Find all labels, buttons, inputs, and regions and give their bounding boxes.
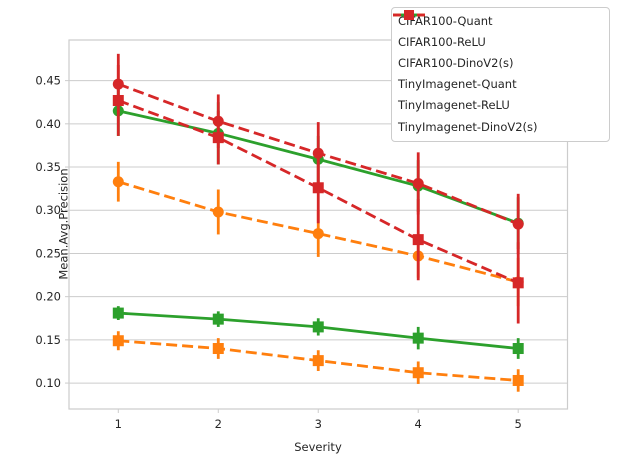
data-point-square: [112, 94, 124, 106]
y-tick-label: 0.45: [35, 74, 61, 88]
data-point-square: [412, 234, 424, 246]
data-point-square: [112, 307, 124, 319]
data-point-square: [112, 335, 124, 347]
data-point-square: [312, 355, 324, 367]
legend-item: TinyImagenet-ReLU: [393, 10, 603, 116]
y-axis-label: Mean.Avg.Precision: [56, 168, 71, 280]
x-tick-label: 5: [515, 417, 522, 431]
legend-label: TinyImagenet-DinoV2(s): [398, 119, 538, 134]
data-point-square: [212, 132, 224, 144]
x-tick-label: 4: [415, 417, 422, 431]
data-point-square: [412, 367, 424, 379]
data-point-square: [312, 321, 324, 333]
legend-item: CIFAR100-ReLU: [393, 10, 603, 53]
data-point-circle: [312, 228, 324, 240]
legend-item: CIFAR100-Quant: [393, 10, 603, 32]
data-point-circle: [412, 177, 424, 189]
y-tick-label: 0.20: [35, 290, 61, 304]
data-point-circle: [512, 218, 524, 230]
data-point-square: [512, 277, 524, 289]
series-line: [117, 180, 519, 284]
data-point-square: [512, 343, 524, 355]
x-axis-label: Severity: [294, 440, 342, 454]
legend-label: CIFAR100-ReLU: [398, 34, 486, 49]
legend-label: TinyImagenet-ReLU: [398, 98, 510, 113]
x-tick-label: 1: [115, 417, 122, 431]
data-point-square: [512, 374, 524, 386]
data-point-square: [212, 313, 224, 325]
legend-label: CIFAR100-DinoV2(s): [398, 56, 514, 71]
y-tick-label: 0.15: [35, 333, 61, 347]
y-tick-label: 0.25: [35, 246, 61, 260]
y-tick-label: 0.35: [35, 160, 61, 174]
plot-border: [68, 39, 569, 410]
data-point-square: [312, 182, 324, 194]
legend-swatch-icon: [393, 10, 425, 20]
data-point-circle: [212, 206, 224, 218]
legend-label: TinyImagenet-Quant: [398, 77, 517, 92]
data-point-square: [212, 343, 224, 355]
data-point-circle: [112, 176, 124, 188]
legend-item: CIFAR100-DinoV2(s): [393, 10, 603, 74]
y-tick-label: 0.10: [35, 376, 61, 390]
y-tick-label: 0.30: [35, 203, 61, 217]
legend: CIFAR100-Quant CIFAR100-ReLU CIFAR100-Di…: [391, 7, 610, 142]
y-tick-label: 0.40: [35, 117, 61, 131]
x-tick-label: 3: [315, 417, 322, 431]
x-tick-label: 2: [215, 417, 222, 431]
legend-swatch-shape: [404, 10, 414, 20]
data-point-square: [412, 332, 424, 344]
legend-item: TinyImagenet-Quant: [393, 10, 603, 95]
legend-item: TinyImagenet-DinoV2(s): [393, 10, 603, 137]
legend-label: CIFAR100-Quant: [398, 13, 493, 28]
